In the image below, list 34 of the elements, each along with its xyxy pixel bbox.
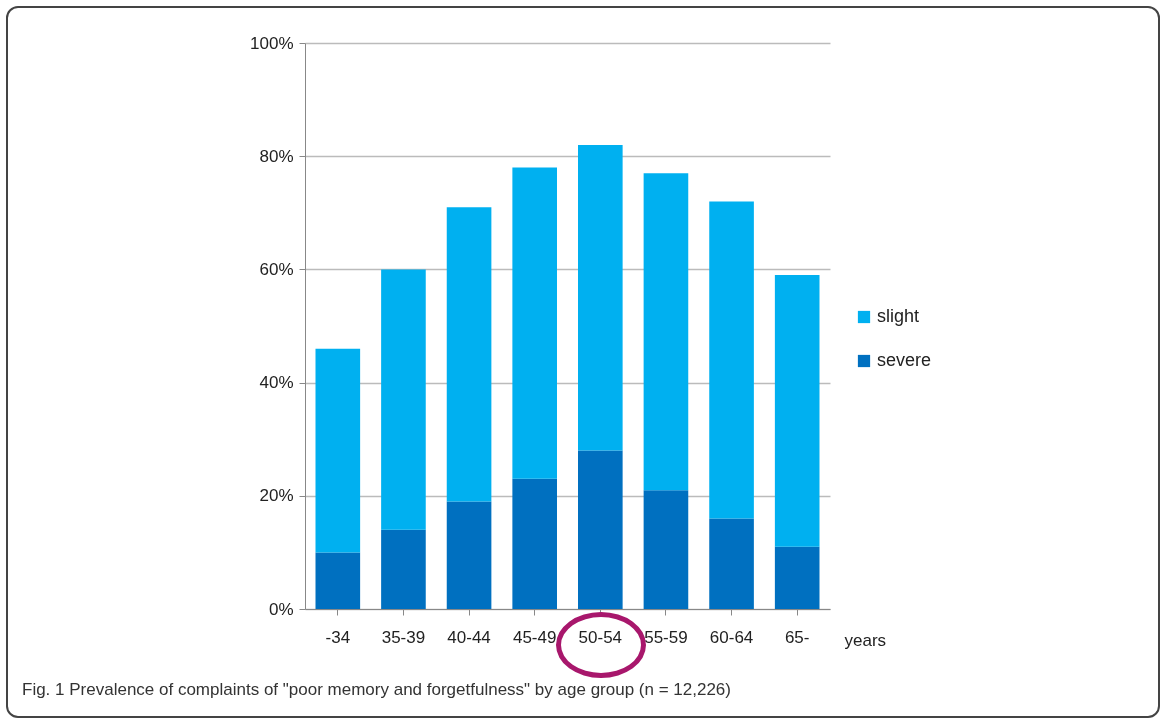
bar <box>774 546 820 609</box>
y-tick-label: 0% <box>268 599 294 619</box>
bar <box>709 518 754 609</box>
bar <box>709 201 754 519</box>
bar <box>381 269 426 530</box>
bar <box>512 167 557 479</box>
bar <box>315 348 361 553</box>
x-tick-label: 35-39 <box>381 627 426 647</box>
y-tick-label: 100% <box>250 33 294 53</box>
y-tick-label: 20% <box>259 486 294 506</box>
bar <box>774 275 820 547</box>
legend-label: slight <box>877 306 920 326</box>
bar <box>512 478 557 609</box>
y-tick-label: 40% <box>259 373 294 393</box>
bar <box>643 490 689 609</box>
bar <box>446 501 492 609</box>
x-tick-label: -34 <box>325 627 351 647</box>
x-tick-label: 50-54 <box>578 627 623 647</box>
y-tick-label: 80% <box>259 146 294 166</box>
legend-label: severe <box>877 350 932 370</box>
bar <box>578 450 623 609</box>
bar <box>578 144 623 451</box>
x-tick-label: 55-59 <box>644 627 688 647</box>
x-axis-title: years <box>844 630 887 650</box>
bar <box>315 552 361 609</box>
x-tick-label: 40-44 <box>447 627 491 647</box>
y-tick-label: 60% <box>259 259 294 279</box>
bar <box>643 173 689 491</box>
x-tick-label: 65- <box>784 627 810 647</box>
x-tick-label: 45-49 <box>512 627 557 647</box>
bar <box>381 529 426 609</box>
caption: Fig. 1 Prevalence of complaints of "poor memory and forgetfulness" by age group (n = 12,226) <box>22 680 731 700</box>
x-tick-label: 60-64 <box>709 627 754 647</box>
bar <box>446 207 492 502</box>
